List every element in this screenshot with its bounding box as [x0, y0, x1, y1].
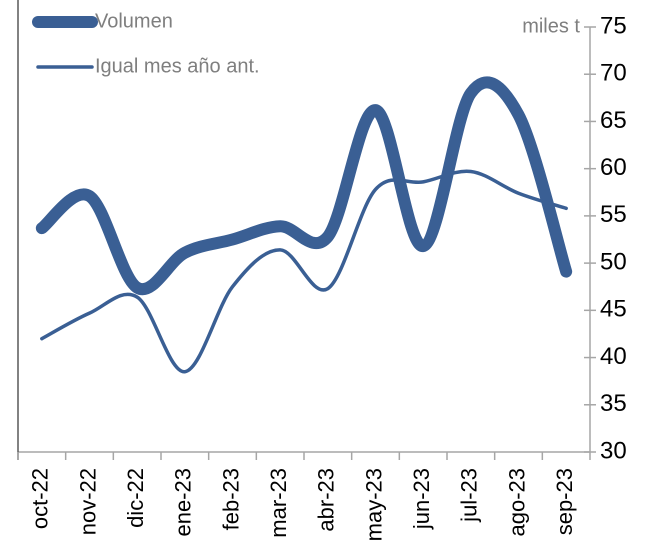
x-tick-label: ago-23: [504, 468, 529, 537]
x-tick-label: abr-23: [314, 468, 339, 532]
legend-label: Volumen: [95, 10, 173, 32]
series-line: [40, 169, 568, 374]
x-tick-label: feb-23: [218, 468, 243, 530]
x-tick-label: ene-23: [171, 468, 196, 537]
y-tick-label: 40: [600, 343, 627, 370]
y-tick-label: 60: [600, 154, 627, 181]
y-tick-label: 30: [600, 437, 627, 464]
y-tick-label: 35: [600, 390, 627, 417]
y-tick-label: 75: [600, 12, 627, 39]
x-tick-label: oct-22: [28, 468, 53, 529]
y-axis-label: miles t: [522, 15, 580, 37]
x-tick-label: sep-23: [552, 468, 577, 535]
x-tick-label: may-23: [361, 468, 386, 541]
y-tick-label: 70: [600, 60, 627, 87]
x-tick-label: dic-22: [123, 468, 148, 528]
legend-label: Igual mes año ant.: [95, 55, 260, 77]
x-tick-label: jul-23: [457, 468, 482, 523]
y-tick-label: 65: [600, 107, 627, 134]
y-tick-label: 45: [600, 296, 627, 323]
x-tick-label: jun-23: [409, 468, 434, 530]
y-tick-label: 55: [600, 201, 627, 228]
x-tick-label: mar-23: [266, 468, 291, 538]
x-tick-label: nov-22: [75, 468, 100, 535]
y-tick-label: 50: [600, 248, 627, 275]
series-line: [35, 76, 573, 296]
